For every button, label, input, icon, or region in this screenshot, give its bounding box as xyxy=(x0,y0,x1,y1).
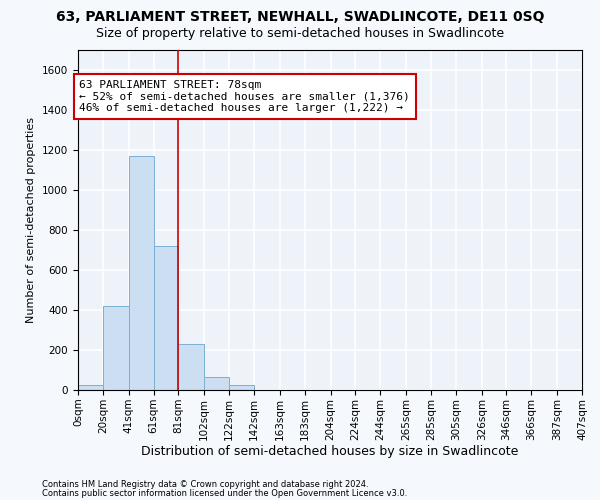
Text: Size of property relative to semi-detached houses in Swadlincote: Size of property relative to semi-detach… xyxy=(96,28,504,40)
Text: 63, PARLIAMENT STREET, NEWHALL, SWADLINCOTE, DE11 0SQ: 63, PARLIAMENT STREET, NEWHALL, SWADLINC… xyxy=(56,10,544,24)
Text: Contains HM Land Registry data © Crown copyright and database right 2024.: Contains HM Land Registry data © Crown c… xyxy=(42,480,368,489)
Bar xyxy=(103,306,129,390)
Bar xyxy=(178,344,205,390)
Bar xyxy=(78,385,103,390)
Text: 63 PARLIAMENT STREET: 78sqm
← 52% of semi-detached houses are smaller (1,376)
46: 63 PARLIAMENT STREET: 78sqm ← 52% of sem… xyxy=(79,80,410,113)
Bar xyxy=(205,377,229,390)
Text: Contains public sector information licensed under the Open Government Licence v3: Contains public sector information licen… xyxy=(42,489,407,498)
Y-axis label: Number of semi-detached properties: Number of semi-detached properties xyxy=(26,117,37,323)
Bar xyxy=(129,156,154,390)
X-axis label: Distribution of semi-detached houses by size in Swadlincote: Distribution of semi-detached houses by … xyxy=(142,446,518,458)
Bar xyxy=(229,385,254,390)
Bar xyxy=(154,246,178,390)
